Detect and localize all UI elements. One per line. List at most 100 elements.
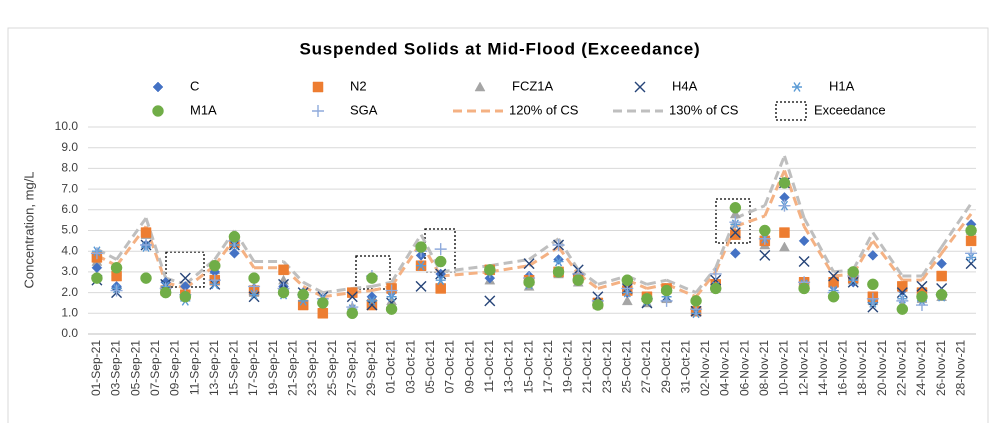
data-point bbox=[572, 274, 584, 286]
data-point bbox=[434, 255, 447, 268]
x-tick-label: 27-Sep-21 bbox=[344, 340, 358, 396]
data-point bbox=[729, 227, 741, 239]
series-line-segment bbox=[144, 217, 168, 279]
series-line-segment bbox=[597, 278, 628, 290]
data-point bbox=[847, 266, 859, 278]
data-point bbox=[779, 241, 790, 252]
series-line-segment bbox=[440, 270, 490, 278]
x-tick-label: 01-Oct-21 bbox=[384, 340, 398, 394]
x-tick-label: 23-Sep-21 bbox=[305, 340, 319, 396]
y-axis-label: Concentration, mg/L bbox=[21, 171, 36, 288]
data-point bbox=[798, 282, 810, 295]
data-point bbox=[759, 249, 771, 261]
data-point bbox=[317, 297, 329, 309]
x-tick-label: 11-Sep-21 bbox=[187, 340, 201, 395]
series-line-segment bbox=[734, 204, 766, 220]
data-point bbox=[660, 284, 673, 297]
data-point bbox=[366, 299, 378, 311]
data-point bbox=[916, 291, 928, 303]
data-point bbox=[277, 286, 290, 299]
data-point bbox=[385, 284, 398, 297]
data-point bbox=[90, 247, 103, 260]
data-point bbox=[798, 256, 810, 268]
legend-marker bbox=[474, 81, 486, 92]
data-point bbox=[621, 295, 633, 306]
data-point bbox=[935, 289, 948, 301]
legend-marker bbox=[152, 81, 164, 93]
data-point bbox=[965, 224, 977, 237]
x-tick-label: 13-Sep-21 bbox=[207, 340, 221, 396]
data-point bbox=[936, 270, 947, 282]
data-point bbox=[228, 231, 241, 243]
data-point bbox=[660, 294, 673, 307]
x-tick-label: 27-Oct-21 bbox=[639, 340, 653, 394]
series-line-segment bbox=[920, 246, 943, 277]
series-line-segment bbox=[666, 278, 697, 294]
chart-title: Suspended Solids at Mid-Flood (Exceedanc… bbox=[299, 39, 700, 58]
data-point bbox=[828, 270, 840, 282]
data-point bbox=[592, 299, 604, 311]
series-line-segment bbox=[763, 169, 786, 217]
series-line-segment bbox=[390, 233, 423, 284]
legend-label: SGA bbox=[350, 102, 378, 117]
legend-label: 120% of CS bbox=[509, 102, 579, 117]
x-tick-label: 29-Sep-21 bbox=[364, 340, 378, 396]
data-point bbox=[346, 291, 358, 303]
data-point bbox=[523, 276, 535, 288]
data-point bbox=[346, 307, 359, 319]
data-point bbox=[140, 272, 152, 284]
data-point bbox=[435, 283, 446, 294]
x-tick-label: 12-Nov-21 bbox=[796, 340, 810, 396]
series-line-segment bbox=[920, 252, 943, 282]
y-tick-label: 2.0 bbox=[61, 285, 78, 299]
series-line-segment bbox=[322, 291, 353, 299]
data-point bbox=[729, 202, 742, 214]
x-tick-label: 06-Nov-21 bbox=[737, 340, 751, 396]
series-line-segment bbox=[390, 242, 423, 288]
y-tick-label: 5.0 bbox=[61, 223, 78, 237]
x-tick-label: 02-Nov-21 bbox=[698, 340, 712, 396]
x-tick-label: 17-Oct-21 bbox=[541, 340, 555, 394]
data-point bbox=[778, 199, 791, 212]
x-tick-label: 19-Sep-21 bbox=[266, 340, 280, 396]
x-tick-label: 04-Nov-21 bbox=[718, 340, 732, 396]
data-point bbox=[709, 282, 722, 295]
x-tick-label: 29-Oct-21 bbox=[659, 340, 673, 394]
data-point bbox=[690, 295, 702, 307]
y-tick-label: 1.0 bbox=[61, 305, 78, 319]
data-point bbox=[798, 235, 810, 247]
series-line-segment bbox=[557, 237, 580, 271]
y-tick-label: 0.0 bbox=[61, 326, 78, 340]
y-tick-label: 8.0 bbox=[61, 161, 78, 175]
legend-label: 130% of CS bbox=[669, 102, 739, 117]
legend-label: H4A bbox=[672, 78, 698, 93]
data-point bbox=[416, 260, 427, 271]
data-point bbox=[710, 274, 722, 286]
x-tick-label: 08-Nov-21 bbox=[757, 340, 771, 396]
data-point bbox=[867, 278, 879, 290]
data-point bbox=[110, 284, 123, 297]
x-tick-label: 19-Oct-21 bbox=[561, 340, 575, 394]
series-line-segment bbox=[940, 213, 973, 255]
x-tick-label: 24-Nov-21 bbox=[914, 340, 928, 396]
data-point bbox=[936, 258, 947, 269]
data-point bbox=[484, 264, 496, 276]
series-line-segment bbox=[440, 264, 490, 274]
data-point bbox=[366, 272, 378, 284]
legend-marker bbox=[152, 105, 164, 117]
y-tick-label: 9.0 bbox=[61, 140, 78, 154]
x-tick-label: 26-Nov-21 bbox=[934, 340, 948, 396]
series-line-segment bbox=[646, 278, 667, 286]
y-tick-label: 4.0 bbox=[61, 243, 78, 257]
data-point bbox=[435, 268, 447, 280]
data-point bbox=[965, 258, 977, 270]
series-line-segment bbox=[851, 231, 875, 271]
data-point bbox=[159, 286, 172, 299]
x-tick-label: 25-Sep-21 bbox=[325, 340, 339, 396]
series-line-segment bbox=[371, 280, 392, 288]
x-tick-label: 28-Nov-21 bbox=[953, 340, 967, 396]
data-point bbox=[778, 177, 791, 189]
data-point bbox=[896, 287, 908, 299]
data-point bbox=[248, 272, 260, 284]
